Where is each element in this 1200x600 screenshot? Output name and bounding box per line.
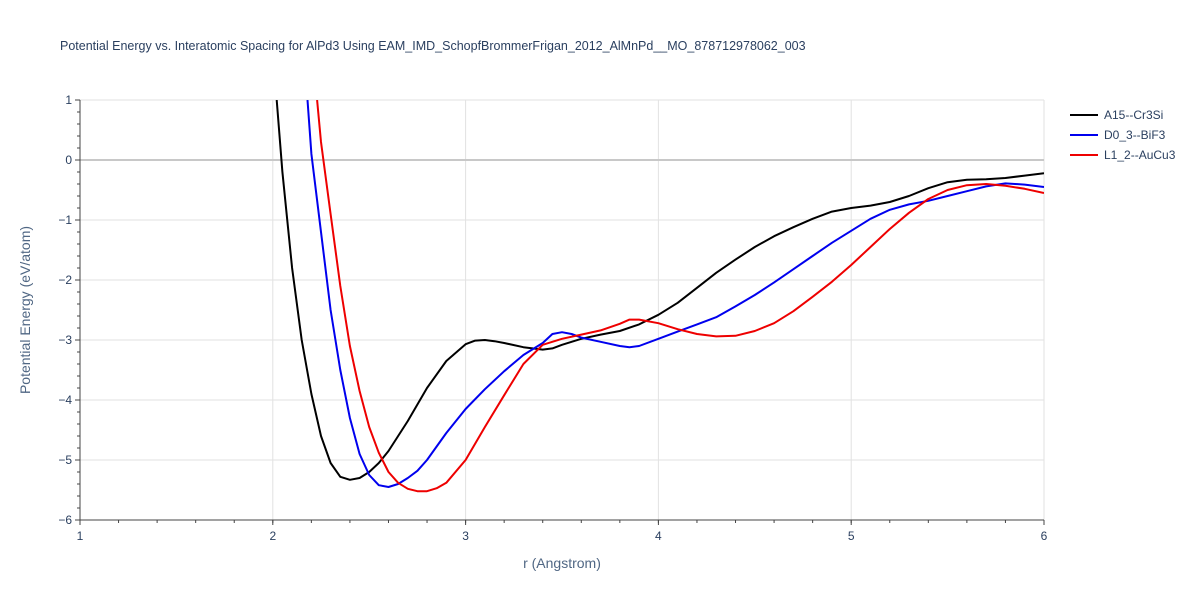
- x-tick-label: 4: [655, 529, 662, 543]
- x-tick-label: 3: [462, 529, 469, 543]
- y-axis-label: Potential Energy (eV/atom): [17, 226, 33, 394]
- legend-item[interactable]: L1_2--AuCu3: [1070, 148, 1176, 162]
- y-tick-label: −4: [58, 393, 72, 407]
- legend[interactable]: A15--Cr3Si D0_3--BiF3 L1_2--AuCu3: [1070, 108, 1176, 162]
- x-tick-label: 5: [848, 529, 855, 543]
- legend-label: L1_2--AuCu3: [1104, 148, 1176, 162]
- x-tick-label: 2: [269, 529, 276, 543]
- series-line-1: [306, 100, 1044, 488]
- legend-label: A15--Cr3Si: [1104, 108, 1163, 122]
- x-tick-label: 1: [77, 529, 84, 543]
- x-axis-label: r (Angstrom): [523, 555, 601, 571]
- legend-item[interactable]: A15--Cr3Si: [1070, 108, 1163, 122]
- legend-label: D0_3--BiF3: [1104, 128, 1166, 142]
- series-line-0: [275, 100, 1044, 481]
- y-tick-label: −1: [58, 213, 72, 227]
- y-tick-label: −3: [58, 333, 72, 347]
- grid: [80, 99, 1045, 520]
- legend-item[interactable]: D0_3--BiF3: [1070, 128, 1166, 142]
- series-lines: [275, 100, 1044, 493]
- x-tick-label: 6: [1041, 529, 1048, 543]
- series-line-2: [316, 100, 1044, 493]
- y-tick-label: −2: [58, 273, 72, 287]
- y-tick-label: −6: [58, 513, 72, 527]
- chart-title: Potential Energy vs. Interatomic Spacing…: [60, 39, 806, 53]
- y-tick-label: 1: [65, 93, 72, 107]
- y-tick-label: 0: [65, 153, 72, 167]
- y-tick-label: −5: [58, 453, 72, 467]
